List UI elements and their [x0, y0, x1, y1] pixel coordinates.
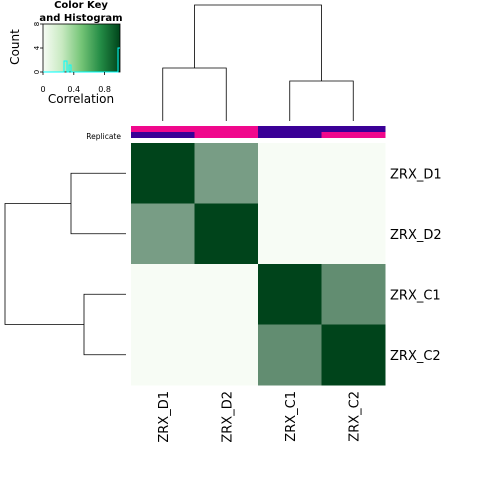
key-y-tick-label: 0	[33, 70, 41, 74]
row-dendrogram	[4, 172, 126, 356]
dendrogram-branch	[4, 203, 84, 325]
key-y-tick-label: 4	[33, 45, 41, 50]
color-key-histogram	[43, 47, 120, 73]
heatmap-cell	[321, 203, 386, 265]
row-labels: ZRX_D1 ZRX_D2 ZRX_C1 ZRX_C2	[390, 167, 442, 364]
annotation-bar-top	[131, 126, 195, 132]
color-key-ylabel: Count	[8, 29, 22, 65]
heatmap-cell	[194, 264, 259, 325]
heatmap-cells	[131, 143, 386, 386]
dendrogram-branch	[83, 293, 126, 356]
annotation-bar-bottom	[321, 132, 386, 138]
dendrogram-branch	[194, 4, 322, 81]
color-key: Color Key and Histogram 0 0.4 0.8 0 4 8 Count…	[8, 0, 123, 106]
heatmap-cell	[131, 203, 195, 265]
annotation-bar-top	[194, 126, 259, 132]
row-label: ZRX_C1	[390, 288, 441, 303]
column-label: ZRX_C1	[284, 391, 299, 442]
row-label: ZRX_D2	[390, 228, 442, 243]
color-key-gradient	[42, 23, 121, 73]
key-x-tick-label: 0.8	[98, 85, 111, 94]
heatmap-cell	[321, 324, 386, 386]
annotation-label: Replicate	[86, 132, 121, 141]
heatmap-cell	[131, 143, 195, 204]
heatmap-cell	[258, 264, 322, 325]
annotation-bar-top	[258, 126, 322, 132]
dendrogram-branch	[70, 172, 126, 235]
dendrogram-branch	[162, 67, 227, 121]
column-label: ZRX_D2	[220, 391, 235, 443]
heatmap-cell	[194, 203, 259, 265]
annotation-bar-bottom	[131, 132, 195, 138]
key-x-tick-label: 0.4	[67, 85, 80, 94]
color-key-xlabel: Correlation	[48, 92, 114, 106]
column-dendrogram	[162, 4, 354, 121]
dendrogram-branch	[289, 80, 354, 121]
heatmap-cell	[258, 203, 322, 265]
heatmap-cell	[194, 143, 259, 204]
heatmap-cell	[131, 264, 195, 325]
row-label: ZRX_C2	[390, 349, 441, 364]
annotation-bar-bottom	[258, 132, 322, 138]
color-key-axes: 0 0.4 0.8 0 4 8	[33, 22, 111, 94]
heatmap-cell	[131, 324, 195, 386]
annotation-bar-top	[321, 126, 386, 132]
key-y-tick-label: 8	[33, 22, 41, 26]
row-label: ZRX_D1	[390, 167, 442, 182]
heatmap-cell	[194, 324, 259, 386]
heatmap-cell	[321, 264, 386, 325]
key-x-tick-label: 0	[40, 85, 45, 94]
histogram-line	[43, 47, 120, 73]
heatmap-cell	[258, 143, 322, 204]
column-label: ZRX_D1	[157, 391, 172, 443]
replicate-annotation	[131, 126, 386, 138]
column-label: ZRX_C2	[347, 391, 362, 442]
column-labels: ZRX_D1 ZRX_D2 ZRX_C1 ZRX_C2	[157, 391, 363, 443]
annotation-bar-bottom	[194, 132, 259, 138]
color-key-subtitle: and Histogram	[39, 13, 122, 24]
heatmap-cell	[321, 143, 386, 204]
color-key-title: Color Key	[54, 0, 108, 11]
heatmap-cell	[258, 324, 322, 386]
